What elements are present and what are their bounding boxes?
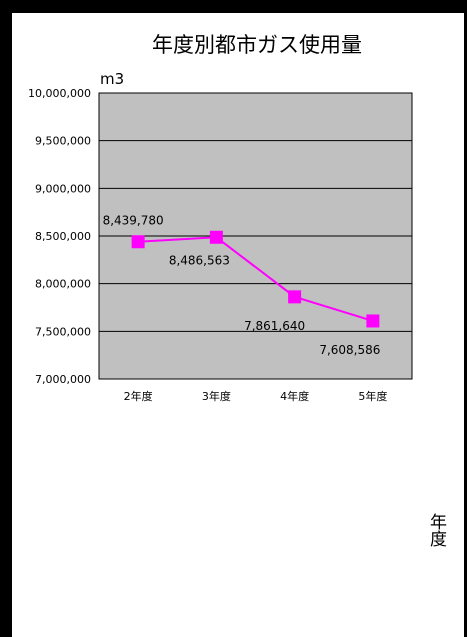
y-tick-label: 10,000,000 — [28, 87, 91, 100]
data-label: 8,439,780 — [103, 214, 164, 228]
data-point-marker — [131, 235, 145, 249]
y-tick-label: 8,500,000 — [35, 230, 91, 243]
data-point-marker — [366, 314, 380, 328]
y-tick-label: 8,000,000 — [35, 278, 91, 291]
series-line — [138, 236, 374, 322]
y-tick-label: 9,500,000 — [35, 135, 91, 148]
x-tick-labels: 2年度 3年度 4年度 5年度 — [124, 389, 388, 403]
data-point-marker — [288, 290, 302, 304]
y-tick-label: 9,000,000 — [35, 182, 91, 195]
y-tick-label: 7,500,000 — [35, 325, 91, 338]
x-tick-label: 4年度 — [280, 389, 309, 403]
x-axis-title: 年度 — [426, 513, 447, 547]
data-label: 7,861,640 — [244, 319, 305, 333]
y-tick-labels: 7,000,000 7,500,000 8,000,000 8,500,000 9,00… — [28, 87, 91, 386]
y-tick-label: 7,000,000 — [35, 373, 91, 386]
grid-lines — [99, 140, 412, 332]
data-label: 7,608,586 — [319, 343, 380, 357]
data-point-marker — [209, 230, 223, 244]
y-axis-unit-label: m3 — [100, 70, 124, 88]
chart-title: 年度別都市ガス使用量 — [152, 33, 362, 57]
x-tick-label: 3年度 — [202, 389, 231, 403]
x-tick-label: 5年度 — [358, 389, 387, 403]
series-group — [131, 230, 380, 328]
data-labels: 8,439,780 8,486,563 7,861,640 7,608,586 — [103, 214, 381, 357]
data-label: 8,486,563 — [169, 253, 230, 267]
x-tick-label: 2年度 — [124, 389, 153, 403]
